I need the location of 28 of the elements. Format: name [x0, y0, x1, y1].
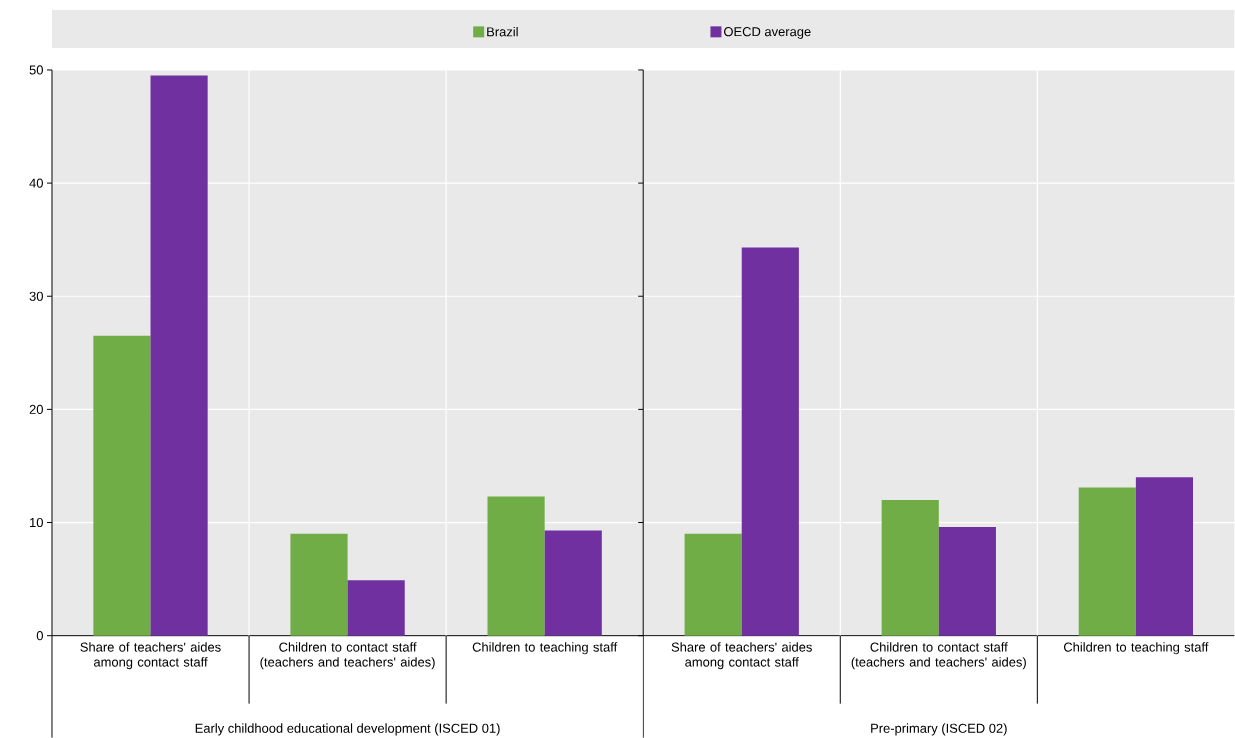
x-tick-label: Children to contact staff (teachers and teachers' aides): [260, 642, 435, 670]
y-tick-label: 20: [29, 404, 43, 414]
x-tick-label: Children to contact staff (teachers and teachers' aides): [851, 642, 1026, 670]
y-tick-label: 30: [29, 291, 43, 301]
bar: [1135, 477, 1194, 636]
bar: [684, 533, 742, 636]
bar: [487, 496, 545, 636]
y-tick-label: 10: [30, 517, 43, 528]
bar: [290, 533, 348, 636]
bar: [347, 580, 405, 636]
bar: [150, 75, 208, 636]
bar: [938, 527, 996, 636]
bar: [881, 499, 939, 636]
bar: [93, 335, 151, 636]
x-axis-title: Early childhood educational development (ISCED 01): [195, 723, 500, 736]
y-tick-label: 50: [29, 65, 43, 75]
legend-label: Brazil: [487, 26, 518, 37]
x-tick-label: Children to teaching staff: [1063, 642, 1209, 655]
x-tick-label: Share of teachers' aides among contact staff: [671, 642, 812, 670]
legend-label: OECD average: [724, 27, 811, 39]
y-tick-label: 0: [36, 631, 43, 641]
x-tick-label: Children to teaching staff: [472, 642, 618, 655]
y-tick-label: 40: [29, 178, 43, 188]
x-tick-label: Share of teachers' aides among contact staff: [80, 642, 221, 670]
bar: [1078, 487, 1136, 636]
bar: [741, 247, 799, 636]
x-axis-title: Pre-primary (ISCED 02): [871, 723, 1007, 736]
bar: [544, 530, 602, 636]
